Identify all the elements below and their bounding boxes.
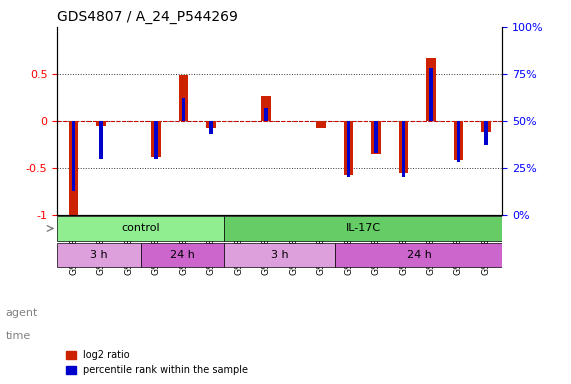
Bar: [481, 121, 491, 132]
Bar: [429, 68, 433, 121]
Bar: [402, 121, 405, 177]
Legend: log2 ratio, percentile rank within the sample: log2 ratio, percentile rank within the s…: [62, 346, 252, 379]
Bar: [182, 98, 185, 121]
FancyBboxPatch shape: [336, 243, 502, 268]
Bar: [99, 121, 103, 159]
Bar: [179, 75, 188, 121]
Bar: [375, 121, 377, 153]
Text: 3 h: 3 h: [271, 250, 288, 260]
Text: 24 h: 24 h: [170, 250, 195, 260]
Text: agent: agent: [6, 308, 38, 318]
Bar: [426, 58, 436, 121]
Text: control: control: [121, 223, 160, 233]
FancyBboxPatch shape: [57, 217, 224, 240]
Bar: [210, 121, 213, 134]
FancyBboxPatch shape: [57, 243, 140, 268]
Bar: [344, 121, 353, 175]
Bar: [96, 121, 106, 126]
Bar: [457, 121, 460, 162]
Text: 3 h: 3 h: [90, 250, 108, 260]
Text: 24 h: 24 h: [407, 250, 432, 260]
Text: time: time: [6, 331, 31, 341]
Text: IL-17C: IL-17C: [345, 223, 381, 233]
Bar: [454, 121, 463, 161]
Bar: [69, 121, 78, 215]
Bar: [151, 121, 161, 157]
Bar: [371, 121, 381, 154]
Bar: [264, 108, 268, 121]
FancyBboxPatch shape: [224, 217, 502, 240]
Bar: [316, 121, 326, 127]
Bar: [262, 96, 271, 121]
Bar: [484, 121, 488, 146]
FancyBboxPatch shape: [140, 243, 224, 268]
Bar: [72, 121, 75, 190]
FancyBboxPatch shape: [224, 243, 336, 268]
Bar: [154, 121, 158, 159]
Bar: [347, 121, 350, 177]
Bar: [399, 121, 408, 173]
Text: GDS4807 / A_24_P544269: GDS4807 / A_24_P544269: [57, 10, 238, 25]
Bar: [206, 121, 216, 129]
